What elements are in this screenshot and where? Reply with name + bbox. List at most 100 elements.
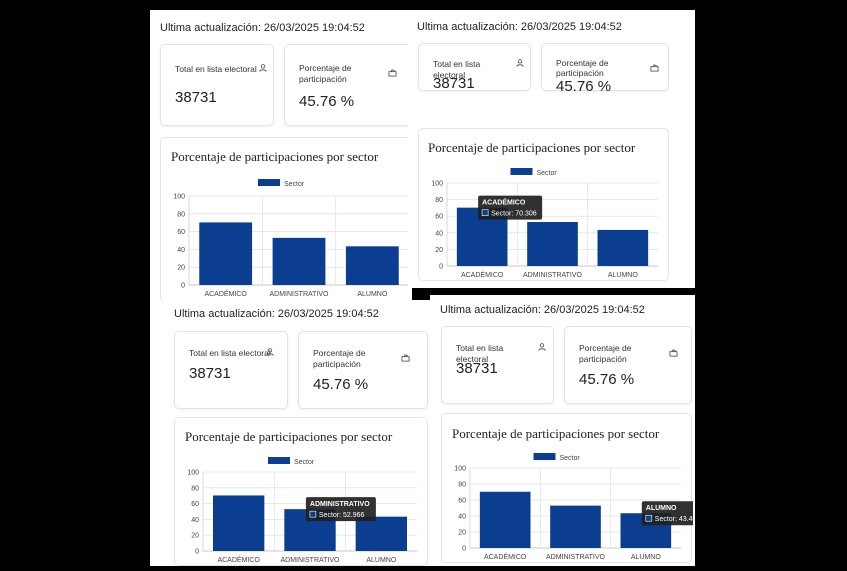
- chart-title: Porcentaje de participaciones por sector: [185, 429, 393, 444]
- y-tick-label: 100: [431, 181, 443, 188]
- chart-legend: Sector: [510, 168, 557, 177]
- y-tick-label: 80: [458, 482, 466, 489]
- total-electoral-value: 38731: [433, 75, 475, 92]
- total-electoral-label: Total en lista electoral: [456, 343, 504, 364]
- user-icon: [538, 343, 546, 351]
- total-electoral-card: Total en lista electoral 38731: [174, 331, 288, 409]
- y-tick-label: 80: [191, 485, 199, 492]
- chart-tooltip: ADMINISTRATIVO Sector: 52.966: [305, 497, 376, 522]
- bar-alumno: [345, 246, 399, 285]
- x-tick-label: ADMINISTRATIVO: [546, 554, 606, 561]
- dashboard-panel-1: Ultima actualización: 26/03/2025 19:04:5…: [150, 10, 412, 305]
- bar-académico: [199, 222, 253, 285]
- x-tick-label: ALUMNO: [357, 291, 388, 298]
- participation-label-line1: Porcentaje de: [313, 348, 366, 358]
- legend-label: Sector: [560, 455, 581, 462]
- legend-swatch: [268, 457, 290, 464]
- user-icon: [516, 59, 524, 67]
- user-icon: [266, 348, 274, 356]
- last-updated-label: Ultima actualización: 26/03/2025 19:04:5…: [160, 22, 365, 34]
- sector-chart-card: Porcentaje de participaciones por sector…: [174, 417, 428, 566]
- participation-card: Porcentaje de participación 45.76 %: [298, 331, 428, 409]
- bar-académico: [212, 495, 265, 551]
- chart-tooltip: ALUMNO Sector: 43.463: [641, 501, 693, 526]
- last-updated-label: Ultima actualización: 26/03/2025 19:04:5…: [174, 308, 379, 320]
- x-tick-label: ADMINISTRATIVO: [281, 557, 341, 564]
- y-tick-label: 20: [191, 533, 199, 540]
- participation-label-line2: participación: [556, 68, 604, 78]
- sector-chart-card: Porcentaje de participaciones por sector…: [418, 128, 669, 281]
- x-tick-label: ACADÉMICO: [204, 289, 247, 298]
- y-tick-label: 100: [454, 466, 466, 473]
- bar-alumno: [597, 229, 649, 266]
- legend-swatch: [510, 168, 533, 175]
- y-tick-label: 60: [458, 498, 466, 505]
- x-tick-label: ALUMNO: [366, 557, 397, 564]
- participation-value: 45.76 %: [299, 93, 355, 110]
- total-electoral-label: Total en lista electoral: [189, 348, 271, 358]
- sector-bar-chart: Sector 0 20 40 60 80 100 ACADÉMICO ADMINISTRATIV…: [187, 457, 417, 564]
- last-updated-label: Ultima actualización: 26/03/2025 19:04:5…: [417, 21, 622, 33]
- sector-chart-card: Porcentaje de participaciones por sector…: [160, 137, 412, 302]
- chart-legend: Sector: [533, 453, 581, 462]
- y-tick-label: 100: [187, 470, 199, 477]
- participation-label-line2: participación: [313, 359, 361, 369]
- y-tick-label: 60: [435, 214, 443, 221]
- y-tick-label: 80: [435, 197, 443, 204]
- tooltip-title: ALUMNO: [646, 505, 677, 512]
- sector-chart-card: Porcentaje de participaciones por sector…: [441, 413, 693, 563]
- sector-bar-chart: Sector 0 20 40 60 80 100 ACADÉMICO ADMINISTRATIV…: [173, 179, 409, 298]
- ballot-box-icon: [388, 69, 397, 77]
- total-electoral-card: Total en lista electoral 38731: [441, 326, 554, 404]
- chart-legend: Sector: [268, 457, 315, 466]
- y-tick-label: 100: [173, 194, 185, 201]
- y-tick-label: 40: [458, 514, 466, 521]
- y-tick-label: 0: [439, 264, 443, 271]
- y-tick-label: 0: [462, 546, 466, 553]
- tooltip-background: [305, 497, 376, 522]
- chart-title: Porcentaje de participaciones por sector: [452, 426, 660, 441]
- participation-label-line1: Porcentaje de: [579, 343, 632, 353]
- dashboard-panel-3: Ultima actualización: 26/03/2025 19:04:5…: [150, 300, 435, 566]
- total-electoral-card: Total en lista electoral 38731: [418, 43, 531, 92]
- bar-administrativo: [272, 237, 326, 285]
- y-tick-label: 0: [181, 283, 185, 290]
- chart-tooltip: ACADÉMICO Sector: 70.306: [478, 195, 543, 220]
- x-tick-label: ACADÉMICO: [217, 555, 260, 564]
- participation-value: 45.76 %: [579, 371, 635, 388]
- chart-title: Porcentaje de participaciones por sector: [171, 149, 379, 164]
- legend-label: Sector: [294, 459, 315, 466]
- participation-card: Porcentaje de participación 45.76 %: [541, 43, 669, 95]
- ballot-box-icon: [650, 64, 659, 72]
- user-icon: [259, 64, 267, 72]
- chart-title: Porcentaje de participaciones por sector: [428, 140, 636, 155]
- tooltip-swatch: [481, 209, 489, 216]
- participation-value: 45.76 %: [313, 376, 369, 393]
- participation-card: Porcentaje de participación 45.76 %: [564, 326, 692, 404]
- bar-administrativo: [527, 222, 578, 266]
- tooltip-swatch: [645, 514, 653, 522]
- y-tick-label: 20: [177, 265, 185, 272]
- total-electoral-value: 38731: [456, 360, 498, 377]
- tooltip-title: ACADÉMICO: [482, 198, 526, 207]
- y-tick-label: 60: [177, 229, 185, 236]
- ballot-box-icon: [669, 349, 678, 357]
- sector-bar-chart: Sector 0 20 40 60 80 100 ACADÉMICO ADMINISTRATIV…: [431, 168, 658, 279]
- y-tick-label: 40: [191, 517, 199, 524]
- bar-académico: [479, 491, 531, 548]
- last-updated-label: Ultima actualización: 26/03/2025 19:04:5…: [440, 304, 645, 316]
- total-electoral-value: 38731: [189, 365, 231, 382]
- tooltip-value: Sector: 70.306: [491, 211, 537, 218]
- chart-legend: Sector: [258, 179, 305, 188]
- y-tick-label: 80: [177, 211, 185, 218]
- x-tick-label: ACADÉMICO: [484, 552, 527, 561]
- total-electoral-card: Total en lista electoral 38731: [160, 44, 274, 126]
- participation-label-line1: Porcentaje de: [556, 58, 609, 68]
- legend-swatch: [258, 179, 280, 186]
- tooltip-value: Sector: 43.463: [655, 516, 693, 523]
- y-tick-label: 20: [458, 530, 466, 537]
- dashboard-panel-2: Ultima actualización: 26/03/2025 19:04:5…: [408, 10, 695, 288]
- y-tick-label: 0: [195, 549, 199, 556]
- sector-bar-chart: Sector 0 20 40 60 80 100 ACADÉMICO ADMINISTRATIV…: [454, 453, 693, 561]
- x-tick-label: ALUMNO: [608, 272, 639, 279]
